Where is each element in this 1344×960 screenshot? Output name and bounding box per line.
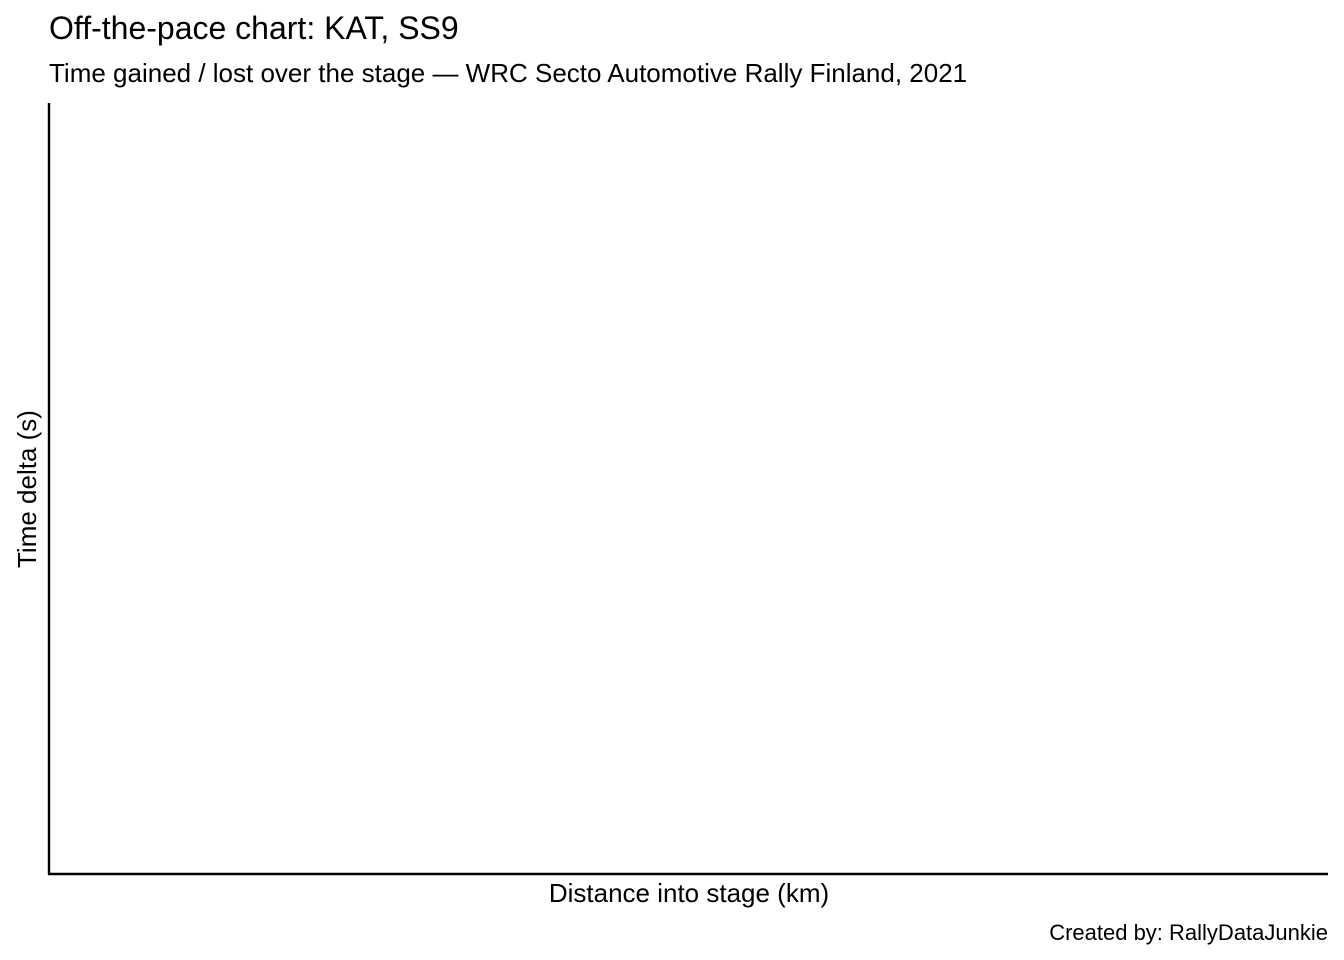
chart-subtitle: Time gained / lost over the stage — WRC … [49,58,968,88]
plot-area [47,103,1328,876]
chart-title: Off-the-pace chart: KAT, SS9 [49,10,459,46]
x-axis-title: Distance into stage (km) [549,878,829,908]
chart-caption: Created by: RallyDataJunkie [1049,920,1328,945]
y-axis-title: Time delta (s) [12,410,42,568]
